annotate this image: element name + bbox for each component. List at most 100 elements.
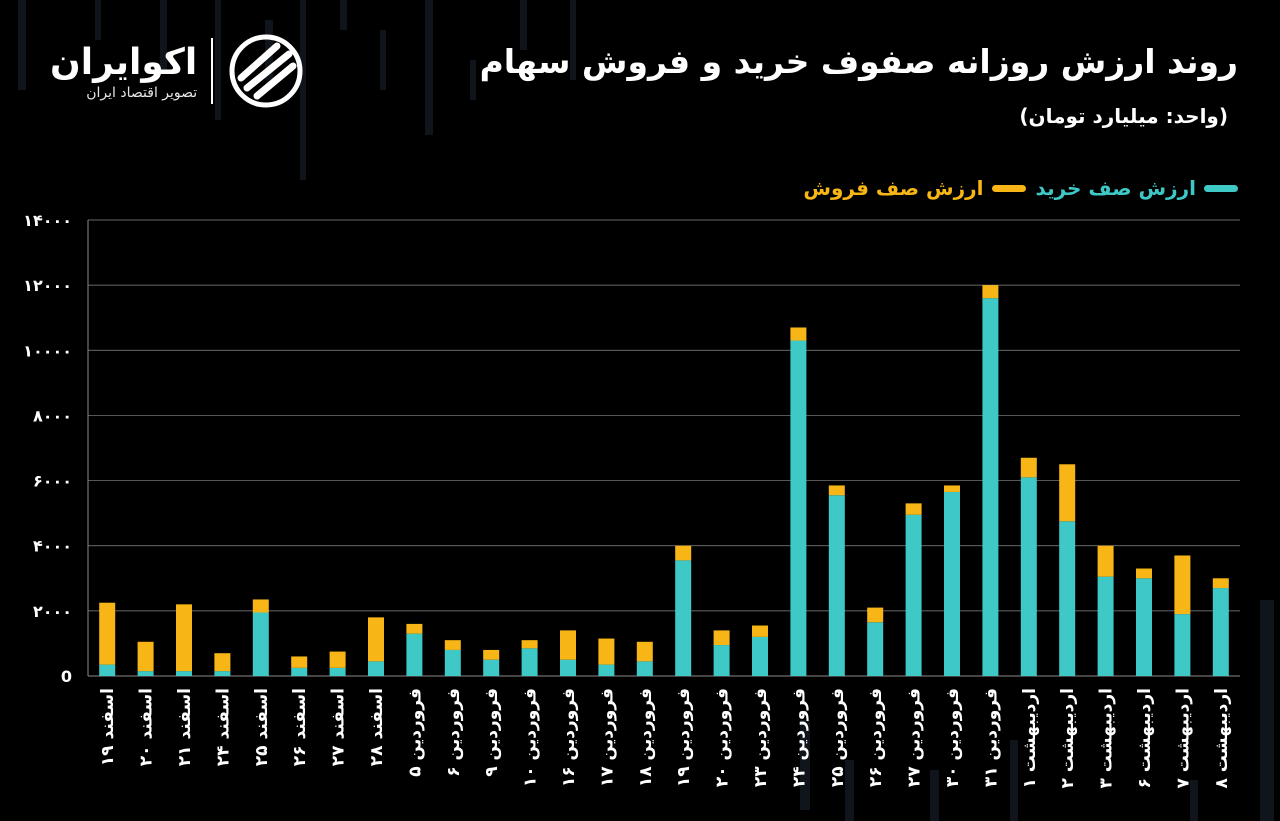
bar-sell — [1212, 578, 1229, 589]
bar-sell — [790, 327, 807, 341]
bar-buy — [214, 671, 231, 676]
x-tick-label: ۶ اردیبهشت — [1135, 688, 1155, 788]
chart-subtitle: (واحد: میلیارد تومان) — [1019, 104, 1228, 128]
bar-buy — [675, 560, 692, 676]
y-tick-label: ۴۰۰۰ — [33, 537, 72, 556]
bar-sell — [636, 641, 653, 662]
x-tick-label: ۱ اردیبهشت — [1020, 688, 1040, 788]
x-tick-label: ۸ اردیبهشت — [1212, 688, 1232, 788]
bg-candle — [340, 0, 347, 30]
bar-sell — [368, 617, 384, 662]
bar-sell — [1020, 457, 1037, 478]
bar-buy — [176, 671, 192, 676]
bar-buy — [1174, 614, 1191, 676]
bar-sell — [944, 485, 960, 492]
bar-buy — [944, 491, 960, 676]
bar-buy — [636, 661, 653, 676]
bar-sell — [1136, 568, 1152, 579]
x-tick-label: ۳ اردیبهشت — [1097, 688, 1117, 788]
bar-buy — [713, 645, 730, 676]
x-tick-label: ۲۸ اسفند — [367, 688, 387, 766]
bg-candle — [520, 0, 527, 50]
y-tick-label: 0 — [61, 667, 72, 686]
bg-candle — [930, 770, 939, 821]
bar-buy — [828, 495, 845, 676]
bar-sell — [867, 607, 884, 623]
x-tick-label: ۱۰ فروردین — [521, 688, 541, 787]
bar-buy — [291, 667, 308, 676]
bar-sell — [444, 640, 461, 650]
bar-buy — [1136, 578, 1152, 676]
bar-sell — [521, 640, 538, 649]
bar-buy — [560, 659, 576, 676]
x-tick-label: ۲۱ اسفند — [175, 688, 195, 766]
bar-buy — [368, 661, 384, 676]
x-tick-label: ۲۵ اسفند — [252, 688, 272, 766]
bar-buy — [406, 633, 423, 676]
bar-sell — [1097, 545, 1114, 577]
bg-candle — [18, 0, 26, 90]
x-tick-label: ۱۸ فروردین — [636, 688, 656, 787]
bar-buy — [252, 612, 269, 676]
x-tick-label: ۳۱ فروردین — [981, 688, 1001, 787]
bg-candle — [1010, 740, 1018, 821]
legend-item-sell: ارزش صف فروش — [803, 176, 1026, 200]
bar-buy — [752, 636, 768, 676]
bg-candle — [300, 0, 306, 180]
x-tick-label: ۹ فروردین — [482, 688, 502, 777]
bg-candle — [215, 0, 221, 120]
x-tick-label: ۲۰ فروردین — [713, 688, 733, 787]
y-tick-label: ۱۰۰۰۰ — [23, 341, 72, 360]
legend-swatch-buy — [1204, 184, 1238, 192]
bar-sell — [598, 638, 615, 665]
x-tick-label: ۲۵ فروردین — [828, 688, 848, 787]
logo-mark-icon — [229, 34, 303, 108]
bg-candle — [1190, 780, 1198, 821]
bar-sell — [560, 630, 576, 660]
y-tick-label: ۸۰۰۰ — [33, 406, 72, 425]
logo-tagline: تصویر اقتصاد ایران — [86, 85, 198, 101]
legend-label-sell: ارزش صف فروش — [803, 176, 984, 200]
bar-buy — [1097, 576, 1114, 676]
x-tick-label: ۷ اردیبهشت — [1173, 688, 1193, 788]
bar-sell — [675, 545, 692, 561]
bg-candle — [380, 30, 386, 90]
legend-label-buy: ارزش صف خرید — [1035, 176, 1196, 200]
x-tick-label: ۱۹ فروردین — [674, 688, 694, 787]
bar-sell — [1174, 555, 1191, 615]
legend-item-buy: ارزش صف خرید — [1036, 176, 1238, 200]
bar-sell — [252, 599, 269, 613]
bar-buy — [790, 340, 807, 676]
logo: اکوایران تصویر اقتصاد ایران — [50, 32, 305, 110]
bar-buy — [137, 671, 154, 676]
bar-buy — [329, 667, 346, 676]
bar-buy — [444, 649, 461, 676]
bar-sell — [99, 602, 116, 665]
bar-buy — [982, 298, 999, 676]
bg-candle — [95, 0, 101, 40]
bar-buy — [1020, 477, 1037, 676]
bg-candle — [845, 760, 854, 821]
x-tick-label: ۳۰ فروردین — [943, 688, 963, 787]
x-tick-label: ۶ فروردین — [444, 688, 464, 777]
bar-sell — [214, 653, 231, 672]
chart-title: روند ارزش روزانه صفوف خرید و فروش سهام — [479, 42, 1238, 81]
bg-candle — [160, 0, 167, 70]
logo-name: اکوایران — [50, 42, 198, 83]
x-tick-label: ۲۴ فروردین — [789, 688, 809, 787]
bg-candle — [570, 0, 576, 80]
x-tick-label: ۱۶ فروردین — [559, 688, 579, 787]
y-tick-label: ۶۰۰۰ — [33, 472, 72, 491]
bar-sell — [1059, 464, 1076, 522]
bar-sell — [905, 503, 922, 515]
bar-sell — [752, 625, 768, 637]
bar-sell — [137, 641, 154, 672]
bg-candle — [470, 60, 476, 100]
x-tick-label: ۲۳ فروردین — [751, 688, 771, 787]
y-tick-label: ۱۴۰۰۰ — [23, 211, 72, 230]
bar-sell — [713, 630, 730, 646]
bar-sell — [483, 649, 500, 660]
bg-candle — [425, 0, 433, 135]
